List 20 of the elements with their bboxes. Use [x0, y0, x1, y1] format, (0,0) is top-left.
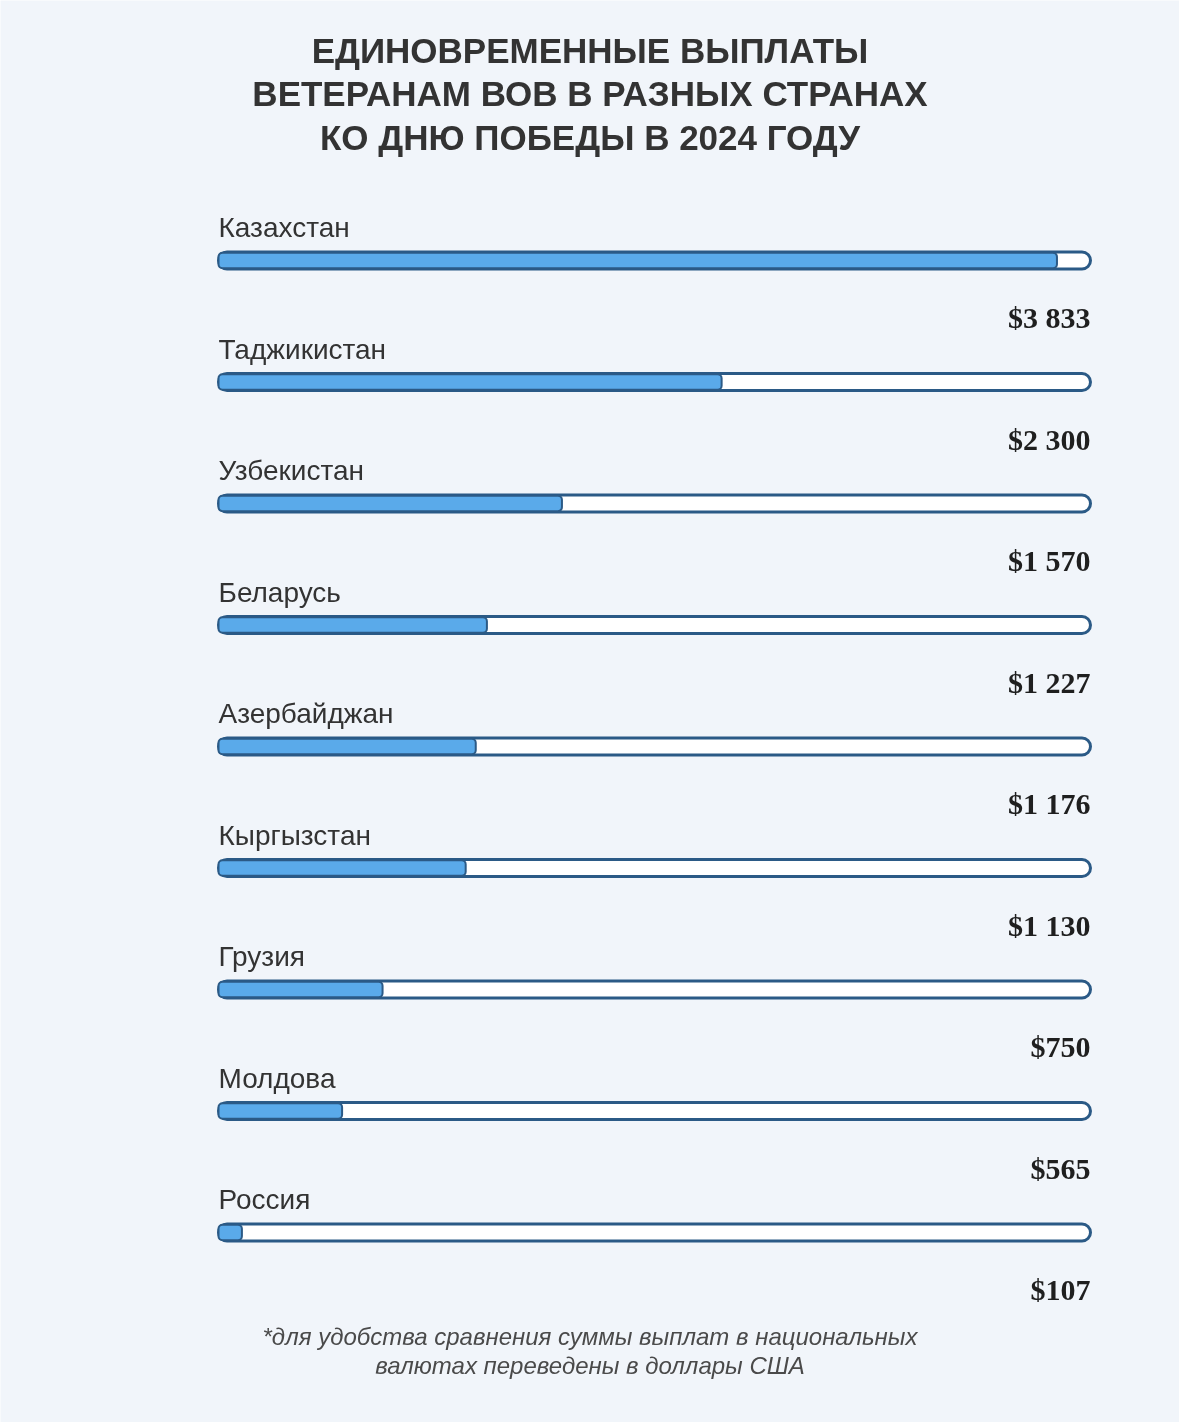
y-tick-label: Грузия	[218, 941, 305, 973]
y-tick-label: Россия	[218, 1184, 311, 1216]
data-label: $3 833	[1008, 301, 1091, 335]
data-label: $565	[1030, 1151, 1091, 1185]
data-label: $107	[1030, 1273, 1091, 1307]
data-label: $1 130	[1008, 908, 1091, 942]
y-tick-label: Беларусь	[218, 576, 341, 608]
data-label: $1 570	[1008, 544, 1091, 578]
data-label: $750	[1030, 1030, 1091, 1064]
y-tick-label: Молдова	[218, 1062, 336, 1094]
text: *для удобства сравнения суммы выплат в национальных валютах переведены в доллары США	[262, 1322, 919, 1380]
chart-title: ЕДИНОВРЕМЕННЫЕ ВЫПЛАТЫ ВЕТЕРАНАМ ВОВ В РАЗНЫХ СТРАНАХ КО ДНЮ ПОБЕДЫ В 2024 ГОДУ	[252, 30, 929, 157]
y-tick-label: Азербайджан	[218, 698, 394, 730]
data-label: $1 227	[1008, 665, 1091, 699]
y-tick-label: Узбекистан	[218, 455, 364, 487]
y-tick-label: Казахстан	[218, 212, 350, 244]
y-tick-label: Таджикистан	[218, 333, 387, 365]
data-label: $1 176	[1008, 787, 1091, 821]
data-label: $2 300	[1008, 422, 1091, 456]
y-tick-label: Кыргызстан	[218, 819, 371, 851]
